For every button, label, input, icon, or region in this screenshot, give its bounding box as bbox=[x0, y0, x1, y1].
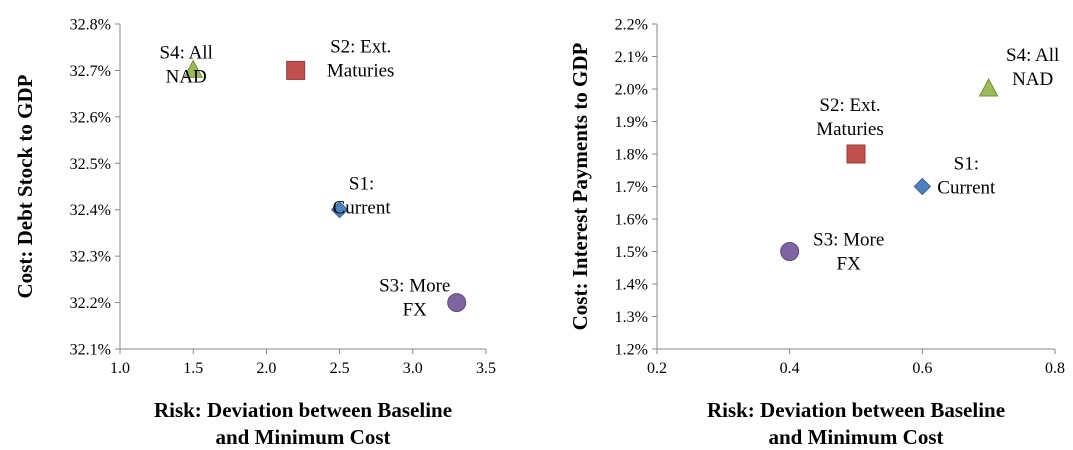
x-tick-label: 0.4 bbox=[780, 360, 800, 377]
y-tick-label: 1.7% bbox=[615, 179, 648, 196]
y-tick-label: 32.1% bbox=[70, 342, 111, 359]
point-square-s2 bbox=[846, 144, 866, 164]
x-tick-label: 0.8 bbox=[1045, 360, 1065, 377]
y-tick-label: 2.0% bbox=[615, 82, 648, 99]
point-label: FX bbox=[403, 300, 428, 321]
x-axis-title: Risk: Deviation between Baseline bbox=[707, 398, 1005, 422]
x-tick-label: 0.6 bbox=[912, 360, 932, 377]
point-label: FX bbox=[837, 254, 862, 275]
point-label: Current bbox=[333, 198, 392, 219]
x-tick-label: 1.0 bbox=[110, 360, 130, 377]
x-tick-label: 3.5 bbox=[476, 360, 496, 377]
y-tick-label: 2.2% bbox=[615, 17, 648, 34]
x-tick-label: 2.5 bbox=[330, 360, 350, 377]
y-tick-label: 32.3% bbox=[70, 249, 111, 266]
y-axis-title: Cost: Interest Payments to GDP bbox=[568, 42, 592, 330]
point-label: NAD bbox=[1012, 69, 1053, 90]
y-tick-label: 32.8% bbox=[70, 17, 111, 34]
point-label: S4: All bbox=[160, 42, 213, 63]
y-tick-label: 2.1% bbox=[615, 49, 648, 66]
point-label: S1: bbox=[954, 154, 979, 175]
x-axis-title: and Minimum Cost bbox=[215, 425, 390, 449]
point-label: S2: Ext. bbox=[819, 95, 880, 116]
y-tick-label: 32.2% bbox=[70, 295, 111, 312]
y-tick-label: 32.7% bbox=[70, 63, 111, 80]
point-triangle-s4 bbox=[978, 77, 999, 97]
x-axis-title: Risk: Deviation between Baseline bbox=[154, 398, 452, 422]
chart-1: 32.1% 32.2% 32.3% 32.4% 32.5% 32.6% 32.7% 32.8%… bbox=[13, 17, 496, 450]
point-triangle-s4 bbox=[183, 59, 204, 78]
point-label: Maturies bbox=[327, 60, 395, 81]
y-tick-label: 32.5% bbox=[70, 156, 111, 173]
y-tick-label: 1.9% bbox=[615, 114, 648, 131]
point-diamond-s1 bbox=[330, 201, 349, 219]
y-tick-label: 1.5% bbox=[615, 244, 648, 261]
y-tick-label: 32.6% bbox=[70, 109, 111, 126]
y-tick-label: 1.4% bbox=[615, 277, 648, 294]
point-circle-s3 bbox=[780, 242, 800, 261]
chart-2: 1.2% 1.3% 1.4% 1.5% 1.6% 1.7% 1.8% 1.9% 2.0% 2.1%… bbox=[568, 17, 1065, 450]
point-label: S2: Ext. bbox=[330, 36, 391, 57]
y-tick-label: 1.2% bbox=[615, 342, 648, 359]
x-tick-label: 3.0 bbox=[403, 360, 423, 377]
y-axis-title: Cost: Debt Stock to GDP bbox=[13, 74, 37, 298]
x-axis-title: and Minimum Cost bbox=[768, 425, 943, 449]
y-tick-label: 32.4% bbox=[70, 202, 111, 219]
y-tick-label: 1.6% bbox=[615, 212, 648, 229]
x-tick-label: 1.5 bbox=[183, 360, 203, 377]
point-label: S1: bbox=[349, 174, 374, 195]
point-circle-s3 bbox=[447, 293, 467, 313]
y-tick-label: 1.8% bbox=[615, 147, 648, 164]
point-label: NAD bbox=[166, 66, 207, 87]
point-diamond-s1 bbox=[913, 177, 932, 196]
point-label: Current bbox=[937, 178, 996, 199]
point-square-s2 bbox=[286, 60, 306, 80]
point-label: S3: More bbox=[379, 276, 450, 297]
x-tick-label: 0.2 bbox=[647, 360, 667, 377]
x-tick-label: 2.0 bbox=[256, 360, 276, 377]
point-label: S3: More bbox=[813, 230, 884, 251]
point-label: Maturies bbox=[816, 119, 884, 140]
y-tick-label: 1.3% bbox=[615, 309, 648, 326]
point-label: S4: All bbox=[1006, 45, 1059, 66]
